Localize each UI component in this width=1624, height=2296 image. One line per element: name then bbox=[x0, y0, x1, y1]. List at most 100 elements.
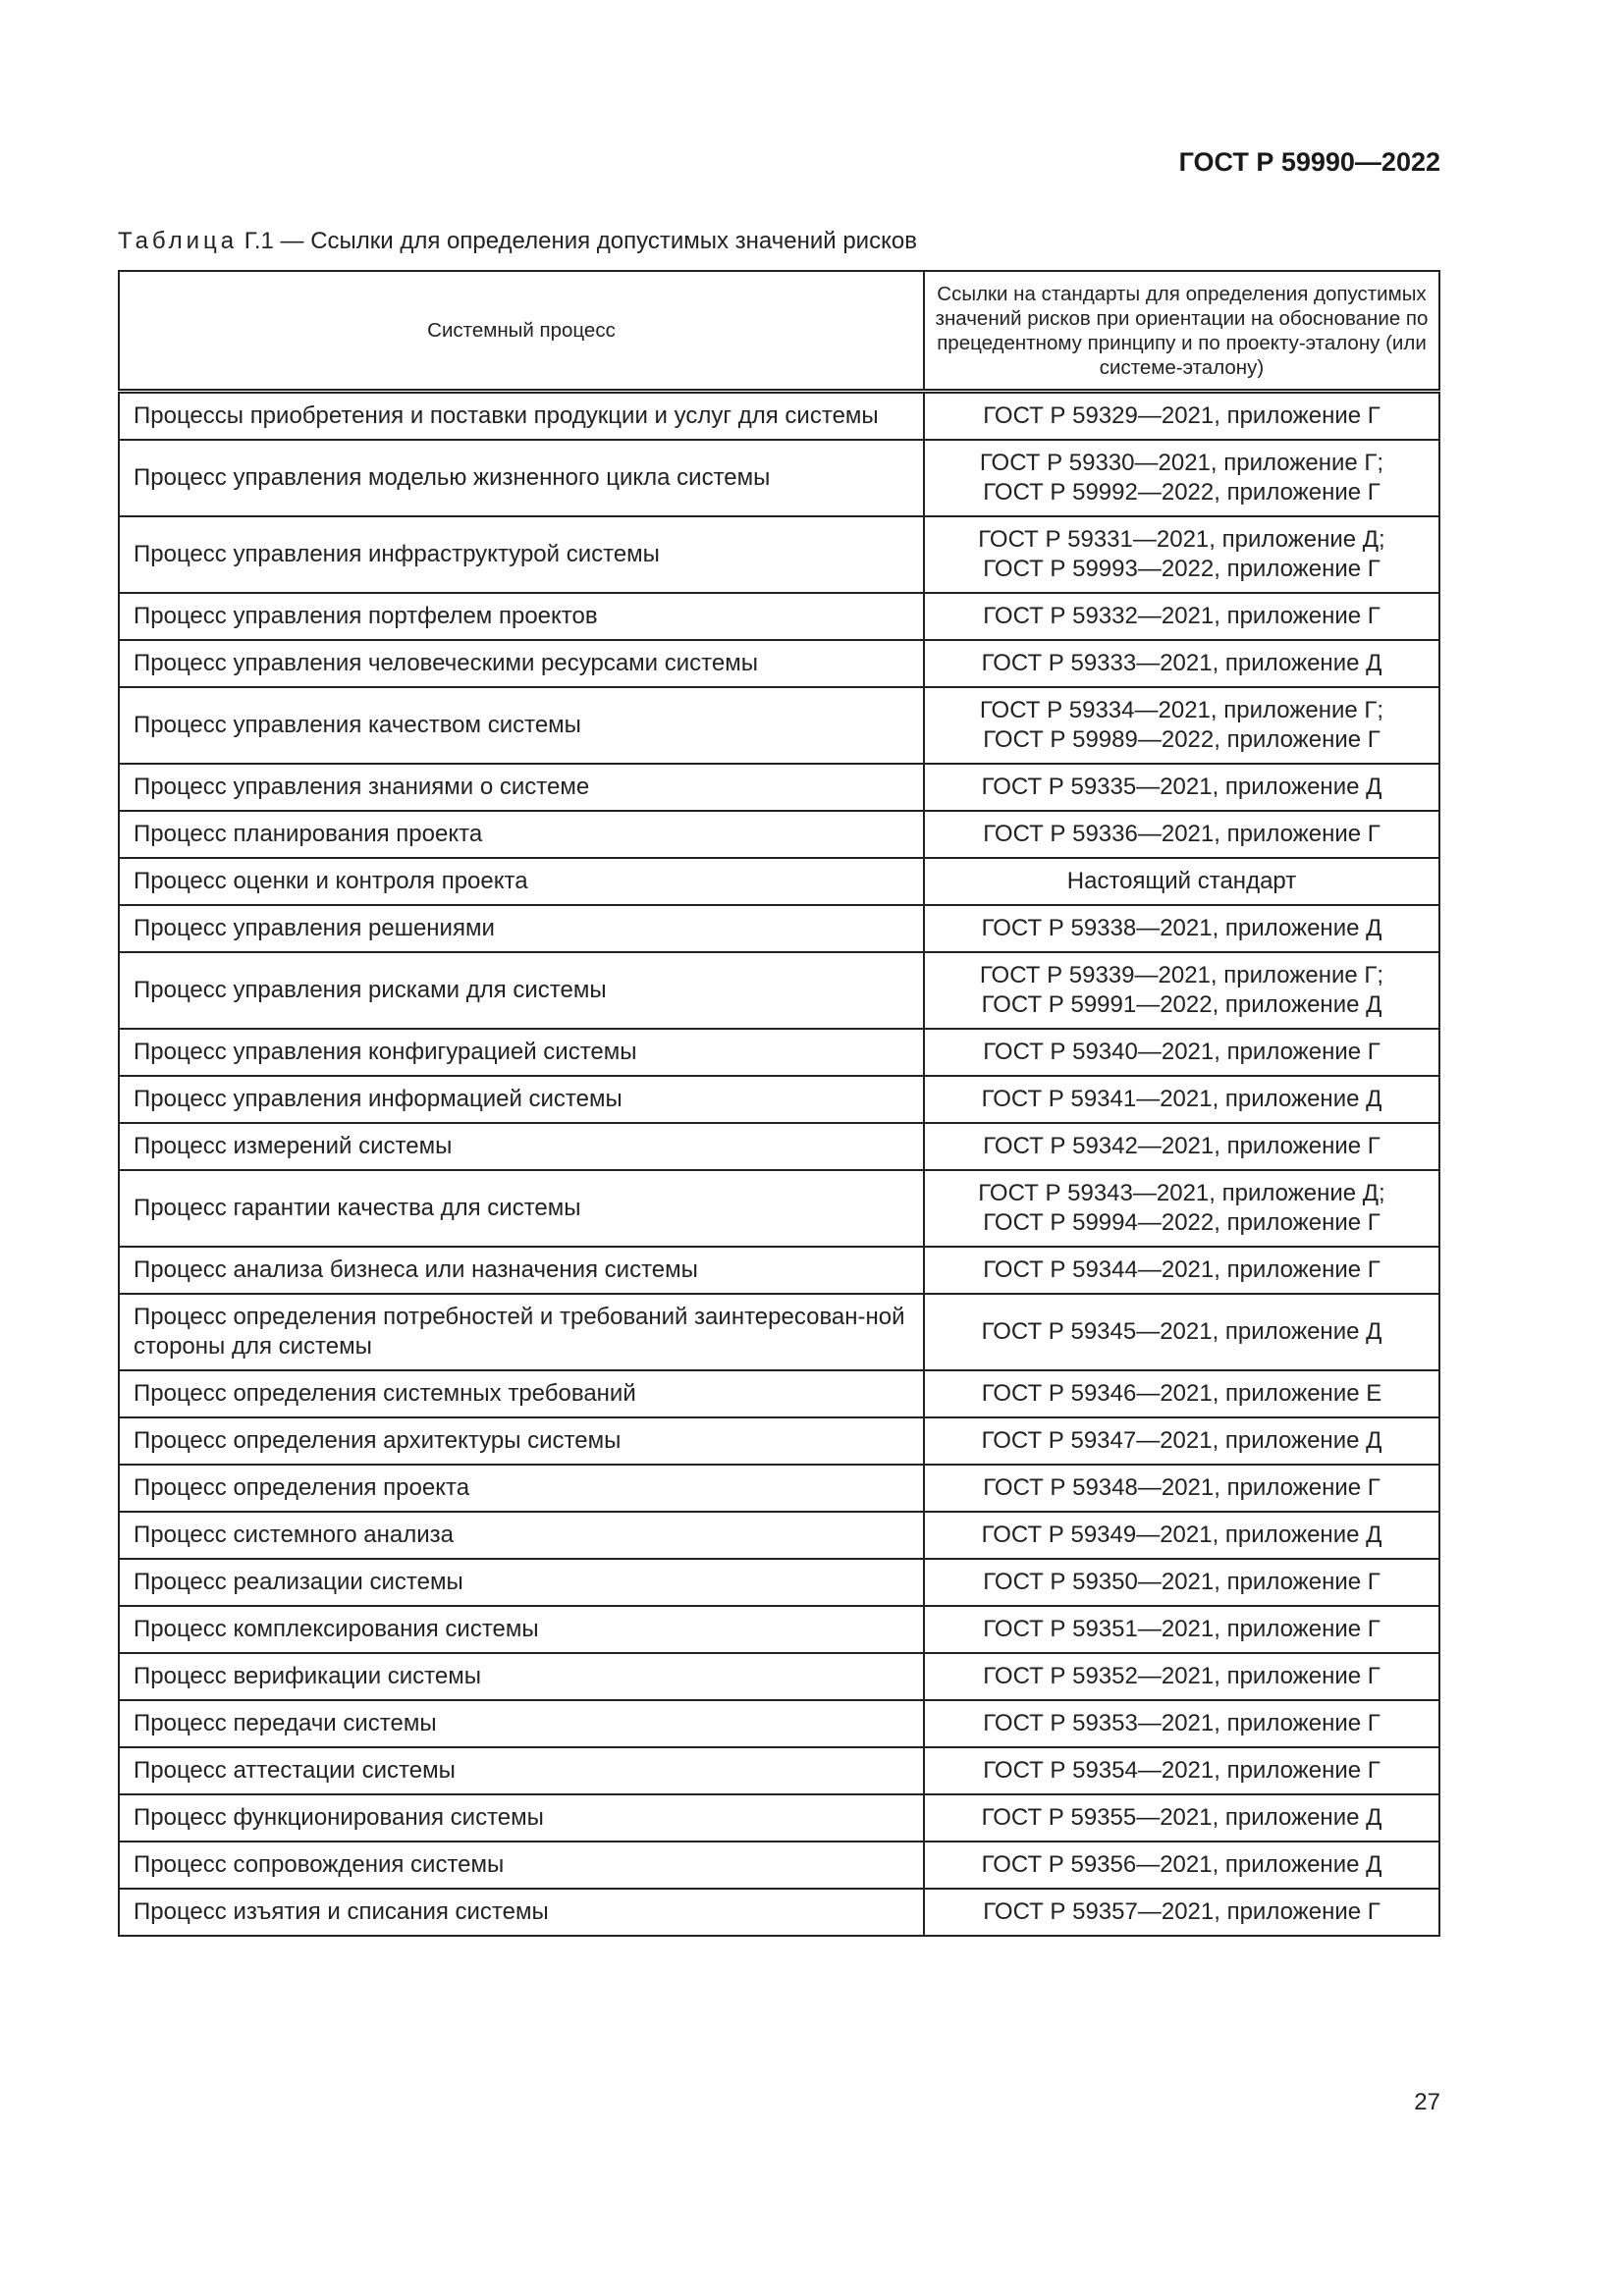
reference-line: ГОСТ Р 59335—2021, приложение Д bbox=[981, 774, 1382, 800]
reference-line: ГОСТ Р 59348—2021, приложение Г bbox=[983, 1474, 1380, 1501]
table-row: Процесс оценки и контроля проекта Настоящ… bbox=[118, 857, 1440, 906]
reference-line: ГОСТ Р 59351—2021, приложение Г bbox=[983, 1616, 1380, 1642]
reference-cell: ГОСТ Р 59351—2021, приложение Г bbox=[923, 1605, 1440, 1654]
process-cell: Процесс верификации системы bbox=[118, 1652, 925, 1701]
table-row: Процесс сопровождения системы ГОСТ Р 5935… bbox=[118, 1841, 1440, 1890]
table-caption: Таблица Г.1 — Ссылки для определения доп… bbox=[118, 228, 917, 255]
reference-line: ГОСТ Р 59334—2021, приложение Г; bbox=[979, 697, 1384, 723]
reference-cell: ГОСТ Р 59329—2021, приложение Г bbox=[923, 390, 1440, 441]
reference-cell: ГОСТ Р 59354—2021, приложение Г bbox=[923, 1746, 1440, 1795]
process-cell: Процесс управления конфигурацией системы bbox=[118, 1028, 925, 1077]
reference-line: ГОСТ Р 59994—2022, приложение Г bbox=[983, 1209, 1380, 1236]
reference-cell: ГОСТ Р 59341—2021, приложение Д bbox=[923, 1075, 1440, 1124]
reference-cell: ГОСТ Р 59352—2021, приложение Г bbox=[923, 1652, 1440, 1701]
reference-cell: ГОСТ Р 59350—2021, приложение Г bbox=[923, 1558, 1440, 1607]
reference-line: ГОСТ Р 59989—2022, приложение Г bbox=[983, 726, 1380, 753]
process-cell: Процесс управления решениями bbox=[118, 904, 925, 953]
reference-line: ГОСТ Р 59353—2021, приложение Г bbox=[983, 1710, 1380, 1736]
process-cell: Процесс измерений системы bbox=[118, 1122, 925, 1171]
reference-cell: ГОСТ Р 59335—2021, приложение Д bbox=[923, 763, 1440, 812]
reference-cell: ГОСТ Р 59331—2021, приложение Д; ГОСТ Р 5… bbox=[923, 515, 1440, 594]
process-cell: Процесс определения системных требований bbox=[118, 1369, 925, 1418]
process-cell: Процесс системного анализа bbox=[118, 1511, 925, 1560]
reference-line: ГОСТ Р 59342—2021, приложение Г bbox=[983, 1133, 1380, 1159]
process-cell: Процесс определения архитектуры системы bbox=[118, 1416, 925, 1466]
reference-cell: ГОСТ Р 59334—2021, приложение Г; ГОСТ Р 5… bbox=[923, 686, 1440, 765]
table-row: Процесс реализации системы ГОСТ Р 59350—2… bbox=[118, 1558, 1440, 1607]
reference-cell: ГОСТ Р 59345—2021, приложение Д bbox=[923, 1293, 1440, 1371]
reference-line: ГОСТ Р 59339—2021, приложение Г; bbox=[979, 962, 1384, 988]
reference-cell: Настоящий стандарт bbox=[923, 857, 1440, 906]
process-cell: Процесс управления портфелем проектов bbox=[118, 592, 925, 641]
table-row: Процесс аттестации системы ГОСТ Р 59354—2… bbox=[118, 1746, 1440, 1795]
table-row: Процесс измерений системы ГОСТ Р 59342—20… bbox=[118, 1122, 1440, 1171]
reference-cell: ГОСТ Р 59340—2021, приложение Г bbox=[923, 1028, 1440, 1077]
table-row: Процесс системного анализа ГОСТ Р 59349—2… bbox=[118, 1511, 1440, 1560]
reference-line: ГОСТ Р 59355—2021, приложение Д bbox=[981, 1804, 1382, 1831]
table-row: Процесс передачи системы ГОСТ Р 59353—202… bbox=[118, 1699, 1440, 1748]
process-cell: Процесс аттестации системы bbox=[118, 1746, 925, 1795]
reference-cell: ГОСТ Р 59344—2021, приложение Г bbox=[923, 1246, 1440, 1295]
table-row: Процесс комплексирования системы ГОСТ Р 5… bbox=[118, 1605, 1440, 1654]
reference-line: ГОСТ Р 59352—2021, приложение Г bbox=[983, 1663, 1380, 1689]
table-row: Процесс управления моделью жизненного ци… bbox=[118, 439, 1440, 517]
reference-cell: ГОСТ Р 59336—2021, приложение Г bbox=[923, 810, 1440, 859]
table-row: Процесс управления информацией системы ГО… bbox=[118, 1075, 1440, 1124]
process-cell: Процесс управления моделью жизненного ци… bbox=[118, 439, 925, 517]
reference-line: ГОСТ Р 59350—2021, приложение Г bbox=[983, 1569, 1380, 1595]
table-row: Процесс управления знаниями о системе ГОС… bbox=[118, 763, 1440, 812]
process-cell: Процессы приобретения и поставки продукц… bbox=[118, 390, 925, 441]
table-row: Процесс управления рисками для системы ГО… bbox=[118, 951, 1440, 1030]
reference-cell: ГОСТ Р 59346—2021, приложение Е bbox=[923, 1369, 1440, 1418]
table-row: Процесс управления портфелем проектов ГОС… bbox=[118, 592, 1440, 641]
process-cell: Процесс управления рисками для системы bbox=[118, 951, 925, 1030]
reference-line: ГОСТ Р 59349—2021, приложение Д bbox=[981, 1522, 1382, 1548]
process-cell: Процесс планирования проекта bbox=[118, 810, 925, 859]
process-cell: Процесс изъятия и списания системы bbox=[118, 1888, 925, 1937]
reference-line: Настоящий стандарт bbox=[1066, 868, 1297, 894]
references-table: Системный процесс Ссылки на стандарты дл… bbox=[118, 270, 1440, 1937]
table-row: Процесс гарантии качества для системы ГОС… bbox=[118, 1169, 1440, 1248]
reference-line: ГОСТ Р 59344—2021, приложение Г bbox=[983, 1256, 1380, 1283]
reference-line: ГОСТ Р 59336—2021, приложение Г bbox=[983, 821, 1380, 847]
reference-line: ГОСТ Р 59333—2021, приложение Д bbox=[981, 650, 1382, 676]
table-header-row: Системный процесс Ссылки на стандарты дл… bbox=[118, 270, 1440, 394]
process-cell: Процесс передачи системы bbox=[118, 1699, 925, 1748]
column-header-references: Ссылки на стандарты для определения допу… bbox=[923, 270, 1440, 394]
process-cell: Процесс сопровождения системы bbox=[118, 1841, 925, 1890]
reference-line: ГОСТ Р 59347—2021, приложение Д bbox=[981, 1427, 1382, 1454]
table-row: Процесс изъятия и списания системы ГОСТ Р… bbox=[118, 1888, 1440, 1937]
reference-cell: ГОСТ Р 59347—2021, приложение Д bbox=[923, 1416, 1440, 1466]
process-cell: Процесс управления человеческими ресурса… bbox=[118, 639, 925, 688]
reference-line: ГОСТ Р 59354—2021, приложение Г bbox=[983, 1757, 1380, 1784]
table-row: Процесс управления решениями ГОСТ Р 59338… bbox=[118, 904, 1440, 953]
reference-line: ГОСТ Р 59357—2021, приложение Г bbox=[983, 1898, 1380, 1925]
table-row: Процесс определения проекта ГОСТ Р 59348—… bbox=[118, 1464, 1440, 1513]
reference-line: ГОСТ Р 59346—2021, приложение Е bbox=[981, 1380, 1382, 1407]
process-cell: Процесс гарантии качества для системы bbox=[118, 1169, 925, 1248]
table-row: Процесс управления инфраструктурой систе… bbox=[118, 515, 1440, 594]
reference-line: ГОСТ Р 59331—2021, приложение Д; bbox=[978, 526, 1385, 553]
process-cell: Процесс оценки и контроля проекта bbox=[118, 857, 925, 906]
reference-cell: ГОСТ Р 59333—2021, приложение Д bbox=[923, 639, 1440, 688]
caption-label: Таблица bbox=[118, 228, 239, 254]
reference-cell: ГОСТ Р 59349—2021, приложение Д bbox=[923, 1511, 1440, 1560]
table-row: Процесс планирования проекта ГОСТ Р 59336… bbox=[118, 810, 1440, 859]
reference-line: ГОСТ Р 59329—2021, приложение Г bbox=[983, 402, 1380, 429]
table-row: Процессы приобретения и поставки продукц… bbox=[118, 390, 1440, 441]
reference-line: ГОСТ Р 59341—2021, приложение Д bbox=[981, 1086, 1382, 1112]
process-cell: Процесс комплексирования системы bbox=[118, 1605, 925, 1654]
reference-line: ГОСТ Р 59332—2021, приложение Г bbox=[983, 603, 1380, 629]
reference-line: ГОСТ Р 59992—2022, приложение Г bbox=[983, 479, 1380, 506]
table-row: Процесс анализа бизнеса или назначения с… bbox=[118, 1246, 1440, 1295]
process-cell: Процесс управления информацией системы bbox=[118, 1075, 925, 1124]
reference-cell: ГОСТ Р 59342—2021, приложение Г bbox=[923, 1122, 1440, 1171]
process-cell: Процесс управления знаниями о системе bbox=[118, 763, 925, 812]
reference-cell: ГОСТ Р 59343—2021, приложение Д; ГОСТ Р 5… bbox=[923, 1169, 1440, 1248]
reference-line: ГОСТ Р 59356—2021, приложение Д bbox=[981, 1851, 1382, 1878]
reference-cell: ГОСТ Р 59332—2021, приложение Г bbox=[923, 592, 1440, 641]
process-cell: Процесс определения проекта bbox=[118, 1464, 925, 1513]
reference-line: ГОСТ Р 59993—2022, приложение Г bbox=[983, 556, 1380, 582]
reference-cell: ГОСТ Р 59348—2021, приложение Г bbox=[923, 1464, 1440, 1513]
table-row: Процесс функционирования системы ГОСТ Р 5… bbox=[118, 1793, 1440, 1842]
